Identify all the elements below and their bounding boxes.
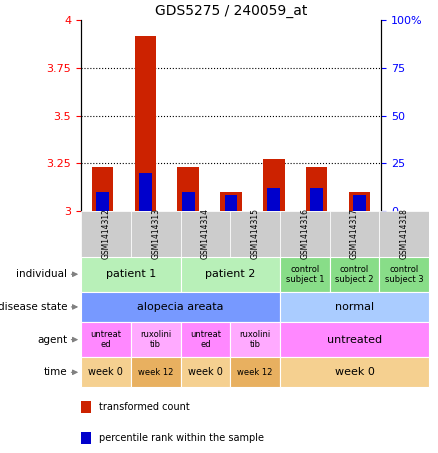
Bar — [180, 211, 230, 256]
Text: untreat
ed: untreat ed — [190, 330, 221, 349]
Text: normal: normal — [335, 302, 374, 312]
Text: control
subject 3: control subject 3 — [385, 265, 424, 284]
Text: week 0: week 0 — [88, 367, 124, 377]
Bar — [230, 211, 280, 256]
Bar — [81, 322, 131, 357]
Bar — [96, 192, 109, 211]
Bar — [81, 256, 180, 292]
Bar — [139, 173, 152, 211]
Bar — [379, 211, 429, 256]
Bar — [379, 256, 429, 292]
Text: percentile rank within the sample: percentile rank within the sample — [99, 433, 264, 443]
Text: patient 1: patient 1 — [106, 269, 156, 279]
Text: control
subject 2: control subject 2 — [336, 265, 374, 284]
Text: GSM1414316: GSM1414316 — [300, 208, 309, 259]
Bar — [353, 195, 366, 211]
Bar — [92, 167, 113, 211]
Bar — [349, 192, 371, 211]
Title: GDS5275 / 240059_at: GDS5275 / 240059_at — [155, 4, 307, 18]
Bar — [131, 322, 180, 357]
Text: control
subject 1: control subject 1 — [286, 265, 324, 284]
Bar — [306, 167, 328, 211]
Bar — [330, 211, 379, 256]
Text: GSM1414315: GSM1414315 — [251, 208, 260, 259]
Text: ruxolini
tib: ruxolini tib — [240, 330, 271, 349]
Bar — [81, 401, 91, 413]
Text: alopecia areata: alopecia areata — [137, 302, 224, 312]
Bar — [311, 188, 323, 211]
Text: week 0: week 0 — [335, 367, 374, 377]
Bar — [230, 322, 280, 357]
Bar — [280, 211, 330, 256]
Bar — [134, 36, 156, 211]
Bar — [131, 211, 180, 256]
Text: week 12: week 12 — [138, 368, 173, 377]
Bar — [81, 211, 131, 256]
Bar — [180, 322, 230, 357]
Text: GSM1414313: GSM1414313 — [151, 208, 160, 259]
Text: transformed count: transformed count — [99, 402, 190, 412]
Text: GSM1414312: GSM1414312 — [102, 208, 110, 259]
Text: disease state: disease state — [0, 302, 67, 312]
Bar — [280, 357, 429, 387]
Text: week 12: week 12 — [237, 368, 273, 377]
Text: agent: agent — [37, 335, 67, 345]
Bar — [180, 357, 230, 387]
Text: time: time — [43, 367, 67, 377]
Bar — [263, 159, 285, 211]
Bar — [268, 188, 280, 211]
Bar — [330, 256, 379, 292]
Text: GSM1414314: GSM1414314 — [201, 208, 210, 259]
Bar — [180, 256, 280, 292]
Bar — [280, 292, 429, 322]
Bar — [131, 357, 180, 387]
Bar — [81, 292, 280, 322]
Bar — [225, 195, 237, 211]
Bar — [230, 357, 280, 387]
Text: week 0: week 0 — [188, 367, 223, 377]
Bar — [182, 192, 194, 211]
Text: untreat
ed: untreat ed — [90, 330, 121, 349]
Bar — [220, 192, 242, 211]
Bar — [81, 357, 131, 387]
Bar — [177, 167, 199, 211]
Text: patient 2: patient 2 — [205, 269, 255, 279]
Text: individual: individual — [16, 269, 67, 279]
Bar — [280, 322, 429, 357]
Text: untreated: untreated — [327, 335, 382, 345]
Text: GSM1414318: GSM1414318 — [400, 208, 409, 259]
Text: ruxolini
tib: ruxolini tib — [140, 330, 171, 349]
Text: GSM1414317: GSM1414317 — [350, 208, 359, 259]
Bar — [280, 256, 330, 292]
Bar — [81, 432, 91, 444]
